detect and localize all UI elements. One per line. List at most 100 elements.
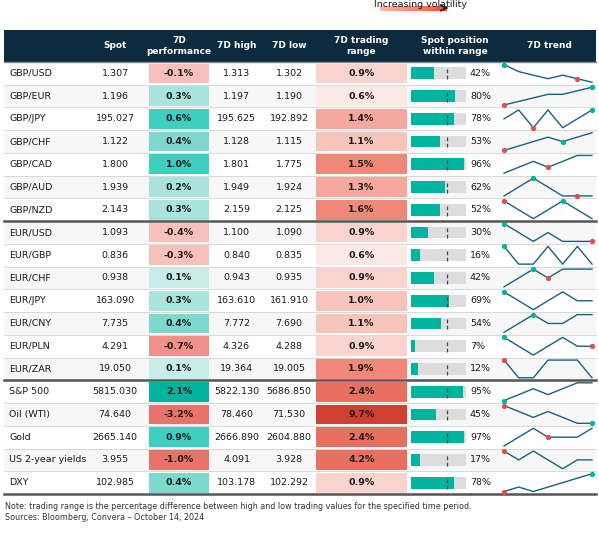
Text: 1.090: 1.090: [276, 228, 302, 237]
Bar: [411, 295, 466, 307]
Bar: [411, 295, 449, 307]
Text: GBP/NZD: GBP/NZD: [9, 205, 52, 214]
Text: 4.091: 4.091: [223, 455, 250, 464]
Text: 0.4%: 0.4%: [166, 137, 192, 146]
Bar: [4, 289, 596, 312]
Bar: [411, 113, 454, 125]
Bar: [398, 5, 400, 10]
Bar: [430, 5, 432, 10]
Bar: [411, 90, 455, 102]
Bar: [411, 181, 466, 193]
Text: -3.2%: -3.2%: [164, 410, 194, 419]
Text: DXY: DXY: [9, 478, 29, 487]
Bar: [4, 153, 596, 176]
Bar: [405, 5, 407, 10]
Bar: [432, 5, 434, 10]
Bar: [149, 313, 209, 333]
Text: 1.949: 1.949: [223, 183, 250, 192]
Text: 2.143: 2.143: [101, 205, 129, 214]
Bar: [411, 249, 466, 261]
Bar: [4, 267, 596, 289]
Text: 7D low: 7D low: [272, 42, 306, 51]
Bar: [149, 64, 209, 83]
Bar: [411, 227, 428, 238]
Text: 9.7%: 9.7%: [348, 410, 375, 419]
Text: 1.0%: 1.0%: [349, 296, 374, 305]
Bar: [316, 86, 407, 106]
Bar: [440, 5, 442, 10]
Text: 1.9%: 1.9%: [348, 365, 375, 373]
Bar: [411, 159, 464, 170]
Bar: [4, 85, 596, 108]
Bar: [422, 5, 424, 10]
Text: -0.3%: -0.3%: [164, 251, 194, 260]
Bar: [388, 5, 391, 10]
Bar: [411, 272, 434, 284]
Bar: [437, 5, 439, 10]
Text: 0.3%: 0.3%: [166, 296, 192, 305]
Text: 103.178: 103.178: [217, 478, 256, 487]
Text: 45%: 45%: [470, 410, 491, 419]
Text: 19.050: 19.050: [98, 365, 132, 373]
Text: 71.530: 71.530: [273, 410, 305, 419]
Text: 7D trend: 7D trend: [527, 42, 571, 51]
Bar: [4, 108, 596, 130]
Text: 2.4%: 2.4%: [348, 433, 375, 441]
Bar: [395, 5, 397, 10]
Text: 1.939: 1.939: [101, 183, 129, 192]
Text: 0.935: 0.935: [276, 273, 302, 283]
Text: 163.090: 163.090: [95, 296, 135, 305]
Text: 5822.130: 5822.130: [214, 387, 259, 396]
Bar: [411, 317, 441, 329]
Bar: [387, 5, 389, 10]
Bar: [316, 427, 407, 447]
Text: 161.910: 161.910: [270, 296, 308, 305]
Text: 42%: 42%: [470, 69, 491, 78]
Bar: [411, 113, 466, 125]
Bar: [4, 312, 596, 335]
Text: 1.5%: 1.5%: [349, 160, 374, 169]
Text: 1.800: 1.800: [101, 160, 129, 169]
Text: 7.735: 7.735: [101, 319, 129, 328]
Bar: [149, 337, 209, 356]
Bar: [411, 159, 466, 170]
Text: 54%: 54%: [470, 319, 491, 328]
Text: 42%: 42%: [470, 273, 491, 283]
Bar: [149, 359, 209, 379]
Bar: [413, 5, 416, 10]
Bar: [411, 204, 440, 216]
Text: 1.313: 1.313: [223, 69, 250, 78]
Bar: [411, 386, 463, 397]
Bar: [411, 68, 434, 79]
Bar: [316, 359, 407, 379]
Text: 78.460: 78.460: [220, 410, 253, 419]
Text: 0.9%: 0.9%: [349, 478, 374, 487]
Text: 7.690: 7.690: [276, 319, 302, 328]
Text: 0.4%: 0.4%: [166, 478, 192, 487]
Text: 1.115: 1.115: [276, 137, 302, 146]
Text: S&P 500: S&P 500: [9, 387, 49, 396]
Text: 62%: 62%: [470, 183, 491, 192]
Text: 1.1%: 1.1%: [348, 137, 375, 146]
Text: 3.928: 3.928: [276, 455, 302, 464]
Bar: [149, 109, 209, 128]
Text: 4.288: 4.288: [276, 341, 302, 351]
Bar: [411, 477, 466, 489]
Bar: [382, 5, 383, 10]
Text: 1.122: 1.122: [101, 137, 129, 146]
Text: 2.4%: 2.4%: [348, 387, 375, 396]
Bar: [419, 5, 420, 10]
Bar: [444, 5, 446, 10]
Bar: [380, 5, 382, 10]
Bar: [411, 408, 466, 421]
Bar: [411, 363, 466, 375]
Bar: [410, 5, 412, 10]
Text: 1.196: 1.196: [101, 92, 129, 100]
Bar: [442, 5, 444, 10]
Text: 102.985: 102.985: [95, 478, 135, 487]
Bar: [316, 154, 407, 174]
Text: 1.801: 1.801: [223, 160, 250, 169]
Text: 0.4%: 0.4%: [166, 319, 192, 328]
Bar: [316, 382, 407, 401]
Text: US 2-year yields: US 2-year yields: [9, 455, 86, 464]
